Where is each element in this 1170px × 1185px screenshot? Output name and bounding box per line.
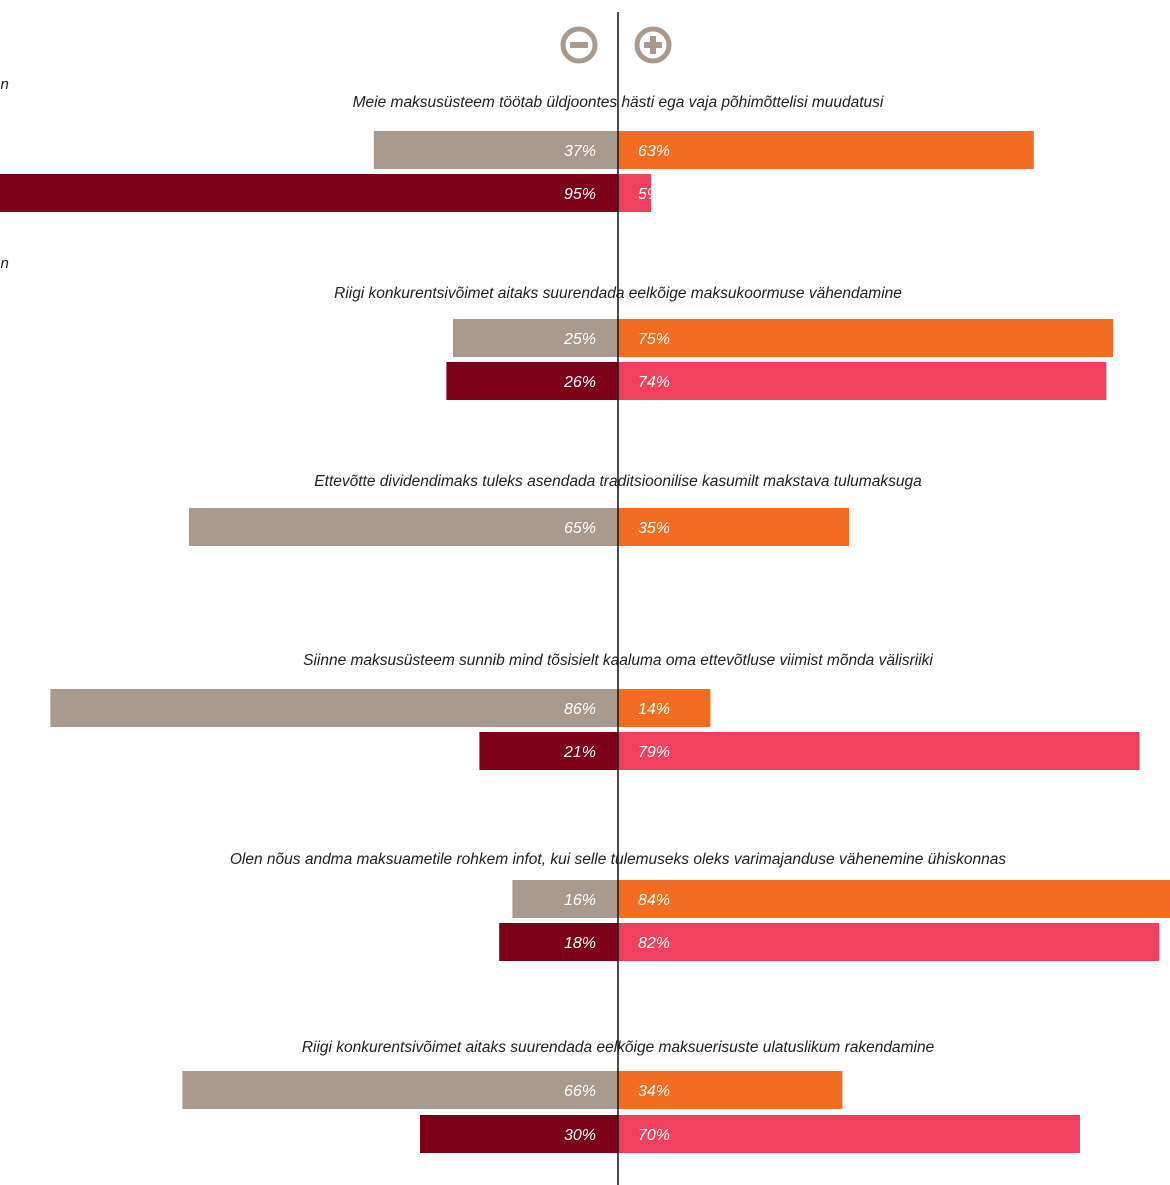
value-label-negative: 95%: [564, 186, 596, 203]
bar-positive: [618, 362, 1107, 400]
bar-negative: [182, 1071, 618, 1109]
value-label-positive: 75%: [638, 331, 670, 348]
bar-positive: [618, 1115, 1080, 1153]
value-label-negative: 66%: [564, 1083, 596, 1100]
value-label-negative: 21%: [563, 744, 596, 761]
value-label-negative: 25%: [563, 331, 596, 348]
bar-negative: [420, 1115, 618, 1153]
value-label-negative: 37%: [564, 143, 596, 160]
value-label-negative: 86%: [564, 701, 596, 718]
bar-positive: [618, 131, 1034, 169]
bar-group: [0, 131, 1170, 1153]
clipped-label: tun: [0, 76, 9, 93]
value-label-negative: 65%: [564, 520, 596, 537]
bar-positive: [618, 1071, 843, 1109]
value-label-positive: 79%: [638, 744, 670, 761]
bar-positive: [618, 923, 1160, 961]
value-label-positive: 70%: [638, 1127, 670, 1144]
bar-positive: [618, 689, 711, 727]
value-label-positive: 14%: [638, 701, 670, 718]
value-label-positive: 35%: [638, 520, 670, 537]
plus-circle-icon: [634, 26, 672, 64]
value-label-positive: 74%: [638, 374, 670, 391]
bar-negative: [189, 508, 618, 546]
value-label-negative: 18%: [564, 935, 596, 952]
value-label-positive: 84%: [638, 892, 670, 909]
bar-negative: [373, 131, 618, 169]
bar-positive: [618, 174, 651, 212]
value-label-positive: 82%: [638, 935, 670, 952]
value-label-positive: 63%: [638, 143, 670, 160]
bar-negative: [453, 319, 618, 357]
bar-negative: [0, 174, 618, 212]
bar-negative: [50, 689, 618, 727]
bar-positive: [618, 508, 849, 546]
bar-negative: [499, 923, 618, 961]
bar-positive: [618, 319, 1113, 357]
value-label-positive: 34%: [638, 1083, 670, 1100]
value-label-negative: 16%: [564, 892, 596, 909]
bar-positive: [618, 880, 1170, 918]
legend: [560, 26, 672, 64]
bar-positive: [618, 732, 1140, 770]
bar-negative: [512, 880, 618, 918]
clipped-label: tun: [0, 255, 9, 272]
bar-negative: [446, 362, 618, 400]
minus-circle-icon: [560, 26, 598, 64]
value-label-negative: 30%: [564, 1127, 596, 1144]
bar-negative: [479, 732, 618, 770]
value-label-negative: 26%: [563, 374, 596, 391]
value-label-positive: 5%: [638, 186, 661, 203]
